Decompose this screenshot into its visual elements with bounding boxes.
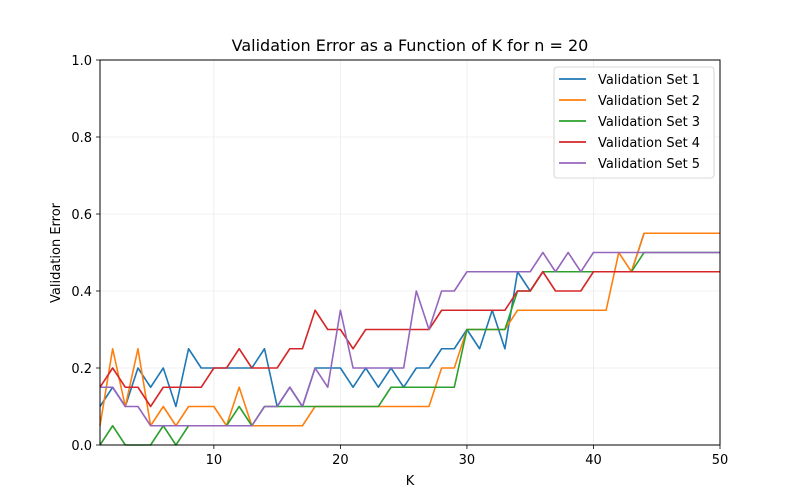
y-tick-label: 0.0 [71,439,92,454]
y-tick-label: 1.0 [71,54,92,69]
x-tick-label: 40 [585,453,602,468]
x-axis-label: K [406,474,415,489]
series-line-5 [100,251,720,427]
y-tick-label: 0.4 [71,285,92,300]
y-tick-label: 0.2 [71,362,92,377]
series-line-2 [99,232,720,427]
legend-label-3: Validation Set 3 [598,115,700,130]
chart-title: Validation Error as a Function of K for … [232,36,589,55]
y-axis-label: Validation Error [49,202,64,303]
legend-label-1: Validation Set 1 [598,73,700,88]
y-tick-label: 0.8 [71,131,92,146]
x-tick-label: 50 [712,453,729,468]
x-tick-label: 10 [206,453,223,468]
axis-ticks: 10 20 30 40 50 0.0 0.2 0.4 0.6 0.8 1.0 [71,54,728,468]
legend: Validation Set 1 Validation Set 2 Validati… [553,66,715,179]
legend-label-2: Validation Set 2 [598,94,700,109]
legend-label-4: Validation Set 4 [598,136,700,151]
y-tick-label: 0.6 [71,208,92,223]
plot-frame [99,59,721,446]
x-tick-label: 30 [459,453,476,468]
x-tick-label: 20 [332,453,349,468]
legend-label-5: Validation Set 5 [598,157,700,172]
legend-box [553,66,715,179]
series-lines [99,232,720,446]
